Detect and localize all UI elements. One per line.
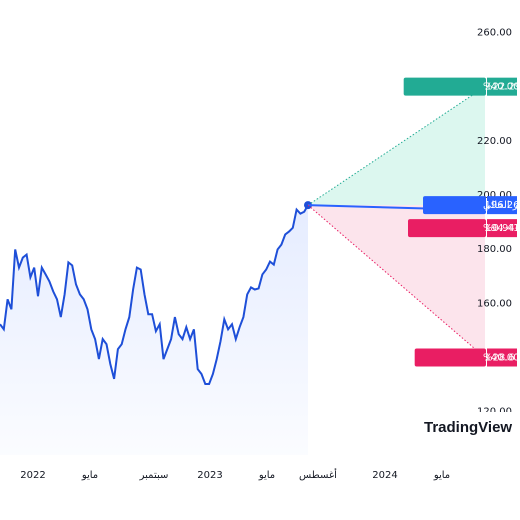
value-box — [487, 196, 517, 215]
value-label: 194.41 — [485, 223, 520, 234]
value-label: 240.00 — [485, 82, 520, 93]
y-tick-label: 160.00 — [477, 298, 512, 309]
value-box — [487, 219, 517, 238]
x-tick-label: مايو — [81, 470, 98, 481]
pill-box — [403, 77, 486, 96]
x-tick-label: سبتمبر — [139, 470, 169, 481]
x-tick-label: 2023 — [197, 470, 222, 481]
value-box — [487, 77, 517, 96]
value-label: 140.00 — [485, 353, 520, 364]
pill-change: -0.94% — [483, 223, 519, 234]
y-tick-label: 220.00 — [477, 136, 512, 147]
logo-bg — [418, 412, 518, 442]
price-area — [0, 205, 308, 455]
pill-label: متوسط -0.94% — [483, 223, 520, 234]
pill-box — [423, 196, 486, 215]
pill-label: السعر الحالي — [483, 200, 520, 211]
forecast-line — [307, 86, 486, 206]
pill-change: -28.67% — [483, 353, 520, 364]
x-tick-label: أغسطس — [299, 468, 337, 481]
x-tick-label: 2024 — [372, 470, 397, 481]
value-box — [487, 348, 517, 367]
forecast-line — [307, 204, 486, 358]
x-tick-label: مايو — [433, 470, 450, 481]
pill-name: السعر الحالي — [483, 200, 520, 211]
x-tick-label: مايو — [258, 470, 275, 481]
x-tick-label: 2022 — [20, 470, 45, 481]
logo: TradingView — [424, 419, 512, 436]
y-tick-label: 260.00 — [477, 28, 512, 39]
y-tick-label: 200.00 — [477, 190, 512, 201]
y-tick-label: 180.00 — [477, 244, 512, 255]
price-line — [0, 204, 309, 385]
value-label: 196.26 — [485, 200, 520, 211]
pill-change: +22.29% — [483, 82, 520, 93]
pill-label: أقصى +22.29% — [483, 80, 520, 93]
pill-label: أدنى -28.67% — [483, 351, 520, 364]
pill-box — [414, 348, 486, 367]
pill-box — [408, 219, 486, 238]
foreground-layer: 120.00140.00160.00180.00200.00220.00240.… — [0, 28, 520, 481]
